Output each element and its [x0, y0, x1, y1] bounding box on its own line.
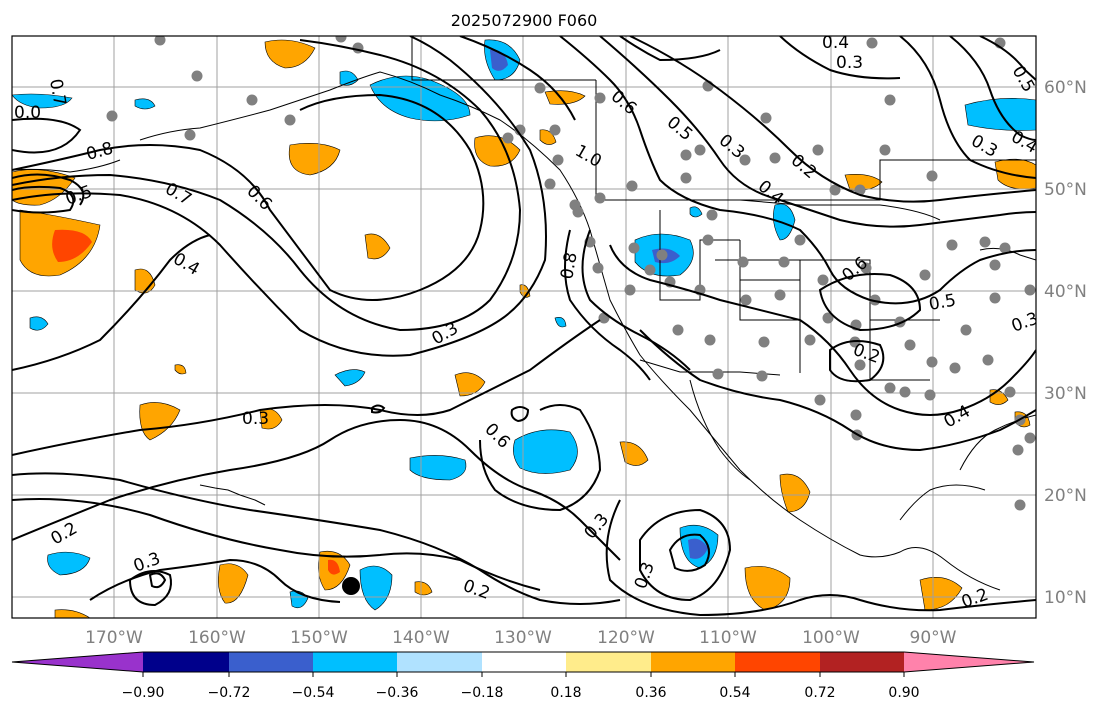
contour-label: 0.8: [557, 251, 581, 281]
colorbar-tick-label: 0.54: [719, 685, 750, 701]
colorbar-segment: [143, 652, 229, 672]
contour-label: 0.3: [836, 53, 863, 73]
colorbar-tick-label: −0.72: [208, 685, 251, 701]
contour-label: 0.3: [131, 549, 163, 577]
contour-label: 0.6: [607, 87, 641, 120]
lat-label: 30°N: [1044, 384, 1087, 404]
contour-lines: [12, 36, 1036, 617]
contour-label: 0.3: [429, 318, 462, 349]
lon-label: 170°W: [85, 628, 143, 648]
coastlines: [12, 36, 1036, 591]
colorbar-segment: [397, 652, 482, 672]
contour-label: 0.5: [927, 291, 957, 315]
contour-label: 0.2: [959, 585, 991, 613]
colorbar-max-extend: [904, 652, 1034, 672]
lat-label: 60°N: [1044, 78, 1087, 98]
contour-label: 0.4: [170, 249, 203, 280]
colorbar-segment: [313, 652, 397, 672]
lon-label: 90°W: [910, 628, 957, 648]
latitude-labels: 60°N 50°N 40°N 30°N 20°N 10°N: [1044, 78, 1087, 608]
colorbar-tick-label: 0.18: [550, 685, 581, 701]
contour-label: 0.5: [1008, 63, 1039, 96]
lon-label: 110°W: [699, 628, 757, 648]
figure-title: 2025072900 F060: [451, 11, 598, 30]
colorbar-segment: [651, 652, 735, 672]
colorbar-tick-label: −0.18: [461, 685, 504, 701]
colorbar-min-extend: [12, 652, 143, 672]
lat-label: 40°N: [1044, 282, 1087, 302]
map-panel: 0.7 0.8 0.5 0.7 0.6 0.4 0.3 0.3 0.2 0.3 …: [12, 33, 1039, 618]
lon-label: 140°W: [392, 628, 450, 648]
storm-center-marker: [342, 577, 360, 595]
lon-label: 130°W: [494, 628, 552, 648]
lat-label: 10°N: [1044, 588, 1087, 608]
colorbar-tick-label: −0.90: [122, 685, 165, 701]
contour-label: 0.3: [631, 559, 659, 591]
lat-label: 50°N: [1044, 180, 1087, 200]
contour-label: 0.0: [14, 103, 41, 123]
negative-anomaly-shading: [12, 39, 1036, 611]
contour-labels: 0.7 0.8 0.5 0.7 0.6 0.4 0.3 0.3 0.2 0.3 …: [14, 33, 1039, 613]
colorbar: −0.90 −0.72 −0.54 −0.36 −0.18 0.18 0.36 …: [11, 651, 1035, 701]
colorbar-segment: [482, 652, 566, 672]
colorbar-tick-label: 0.72: [804, 685, 835, 701]
contour-label: 0.7: [45, 77, 69, 107]
graticule: [12, 36, 1036, 618]
contour-label: 0.8: [84, 139, 115, 165]
colorbar-tick-label: 0.36: [635, 685, 666, 701]
colorbar-segment: [820, 652, 904, 672]
strong-positive-shading: [52, 229, 340, 575]
contour-label: 0.3: [242, 409, 269, 429]
lon-label: 120°W: [597, 628, 655, 648]
map-frame: [11, 35, 1037, 619]
colorbar-segment: [735, 652, 820, 672]
colorbar-segment: [566, 652, 651, 672]
contour-label: 0.6: [838, 253, 872, 286]
station-markers: [106, 36, 1036, 511]
contour-label: 0.4: [822, 33, 849, 53]
colorbar-tick-label: −0.36: [376, 685, 419, 701]
lat-label: 20°N: [1044, 486, 1087, 506]
contour-label: 1.0: [572, 141, 605, 172]
lon-label: 100°W: [802, 628, 860, 648]
contour-label: 0.2: [787, 151, 821, 184]
longitude-labels: 170°W 160°W 150°W 140°W 130°W 120°W 110°…: [85, 628, 957, 648]
contour-label: 0.6: [480, 419, 513, 452]
lon-label: 160°W: [188, 628, 246, 648]
contour-label: 0.3: [968, 131, 1001, 162]
colorbar-tick-label: −0.54: [292, 685, 335, 701]
colorbar-segment: [229, 652, 313, 672]
lon-label: 150°W: [290, 628, 348, 648]
contour-label: 0.5: [663, 113, 697, 146]
contour-label: 0.2: [460, 576, 492, 604]
colorbar-tick-label: 0.90: [888, 685, 919, 701]
